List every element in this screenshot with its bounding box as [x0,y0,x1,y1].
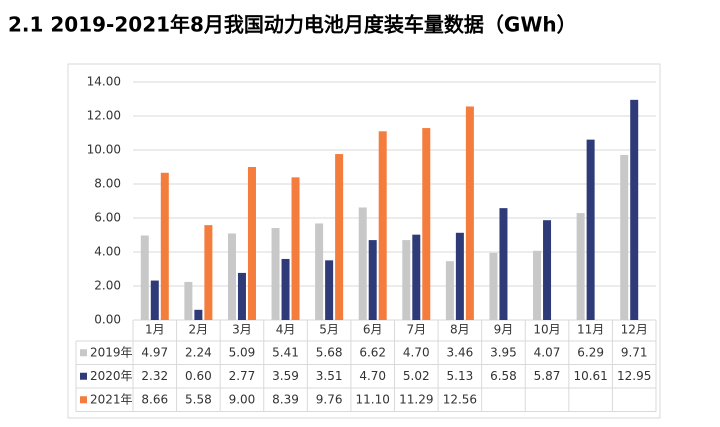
x-tick-label: 6月 [363,323,383,337]
bar [489,252,498,320]
table-cell: 2.24 [185,345,212,359]
chart-frame [67,63,661,419]
table-cell: 9.00 [229,392,256,406]
table-cell: 2.32 [141,369,168,383]
x-tick-label: 7月 [406,323,426,337]
legend-label: 2020年 [90,369,133,383]
bar [227,233,236,320]
table-cell: 3.46 [447,345,474,359]
x-tick-label: 11月 [577,323,604,337]
bar [586,139,595,320]
table-cell: 2.77 [229,369,256,383]
bar [543,220,552,320]
table-cell: 5.13 [447,369,474,383]
bar [499,208,508,320]
bar [620,154,629,320]
table-cell: 6.29 [577,345,604,359]
table-cell: 9.76 [316,392,343,406]
table-cell: 12.95 [617,369,651,383]
bar [281,258,290,320]
table-cell: 4.70 [359,369,386,383]
table-cell: 9.71 [621,345,648,359]
x-tick-label: 10月 [533,323,560,337]
x-tick-label: 9月 [494,323,514,337]
chart-title: 2.1 2019-2021年8月我国动力电池月度装车量数据（GWh） [8,13,577,37]
x-tick-label: 12月 [621,323,648,337]
bar [402,240,411,320]
y-tick-label: 8.00 [94,177,121,191]
table-cell: 11.29 [399,392,433,406]
bar [533,250,542,320]
x-tick-label: 8月 [450,323,470,337]
bar [315,223,324,320]
table-cell: 8.66 [141,392,168,406]
legend-label: 2021年 [90,392,133,406]
bar [576,213,585,320]
table-cell: 5.58 [185,392,212,406]
x-tick-label: 2月 [189,323,209,337]
table-cell: 4.70 [403,345,430,359]
table-cell: 5.41 [272,345,299,359]
bar [325,260,334,320]
bar [335,154,344,320]
table-cell: 4.97 [141,345,168,359]
y-tick-label: 0.00 [94,313,121,327]
table-cell: 8.39 [272,392,299,406]
bar [160,172,169,320]
legend-swatch [80,372,87,380]
table-cell: 3.59 [272,369,299,383]
bar [422,128,431,320]
table-cell: 5.02 [403,369,430,383]
bar [445,261,454,320]
bar [455,232,464,320]
bar [150,280,159,320]
bar [194,309,203,320]
legend-swatch [80,349,87,357]
y-tick-label: 4.00 [94,245,121,259]
y-tick-label: 10.00 [87,143,121,157]
bar [204,225,213,320]
table-cell: 3.51 [316,369,343,383]
bar [291,177,300,320]
bar [237,272,246,320]
bar [412,234,421,320]
table-cell: 4.07 [534,345,561,359]
table-cell: 5.68 [316,345,343,359]
table-cell: 6.58 [490,369,517,383]
bar [184,281,193,320]
y-tick-label: 6.00 [94,211,121,225]
bar [140,235,149,320]
bar [630,99,639,320]
table-cell: 3.95 [490,345,517,359]
x-tick-label: 4月 [276,323,296,337]
bar [465,106,474,320]
table-cell: 5.87 [534,369,561,383]
bar [378,131,387,320]
y-tick-label: 12.00 [87,109,121,123]
x-tick-label: 1月 [145,323,165,337]
bar [271,228,280,320]
table-cell: 12.56 [443,392,477,406]
table-cell: 11.10 [356,392,390,406]
legend-swatch [80,396,87,404]
table-cell: 0.60 [185,369,212,383]
table-cell: 6.62 [359,345,386,359]
y-tick-label: 2.00 [94,279,121,293]
bar [368,240,377,320]
y-tick-label: 14.00 [87,75,121,89]
x-tick-label: 3月 [232,323,252,337]
table-cell: 5.09 [229,345,256,359]
bar [247,167,256,320]
legend-label: 2019年 [90,345,133,359]
bar [358,207,367,320]
x-tick-label: 5月 [319,323,339,337]
table-cell: 10.61 [573,369,607,383]
